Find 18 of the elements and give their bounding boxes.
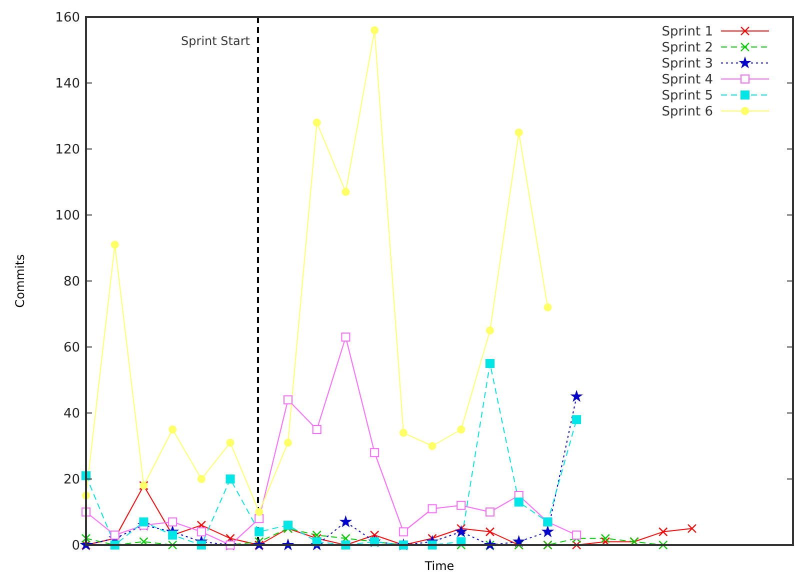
y-tick-label: 0 — [72, 538, 80, 554]
y-tick-label: 160 — [55, 10, 80, 26]
y-tick-label: 60 — [63, 340, 80, 356]
legend-label: Sprint 3 — [662, 56, 713, 72]
legend-label: Sprint 6 — [662, 104, 713, 120]
y-tick-label: 140 — [55, 76, 80, 92]
legend-label: Sprint 5 — [662, 88, 713, 104]
annotation: Sprint Start — [181, 34, 250, 48]
legend-label: Sprint 4 — [662, 72, 713, 88]
legend-label: Sprint 1 — [662, 24, 713, 40]
y-axis-title: Commits — [13, 254, 27, 308]
y-tick-label: 80 — [63, 274, 80, 290]
y-tick-label: 100 — [55, 208, 80, 224]
y-tick-label: 40 — [63, 406, 80, 422]
y-tick-label: 20 — [63, 472, 80, 488]
y-tick-label: 120 — [55, 142, 80, 158]
x-axis-title: Time — [424, 559, 454, 573]
legend-label: Sprint 2 — [662, 40, 713, 56]
